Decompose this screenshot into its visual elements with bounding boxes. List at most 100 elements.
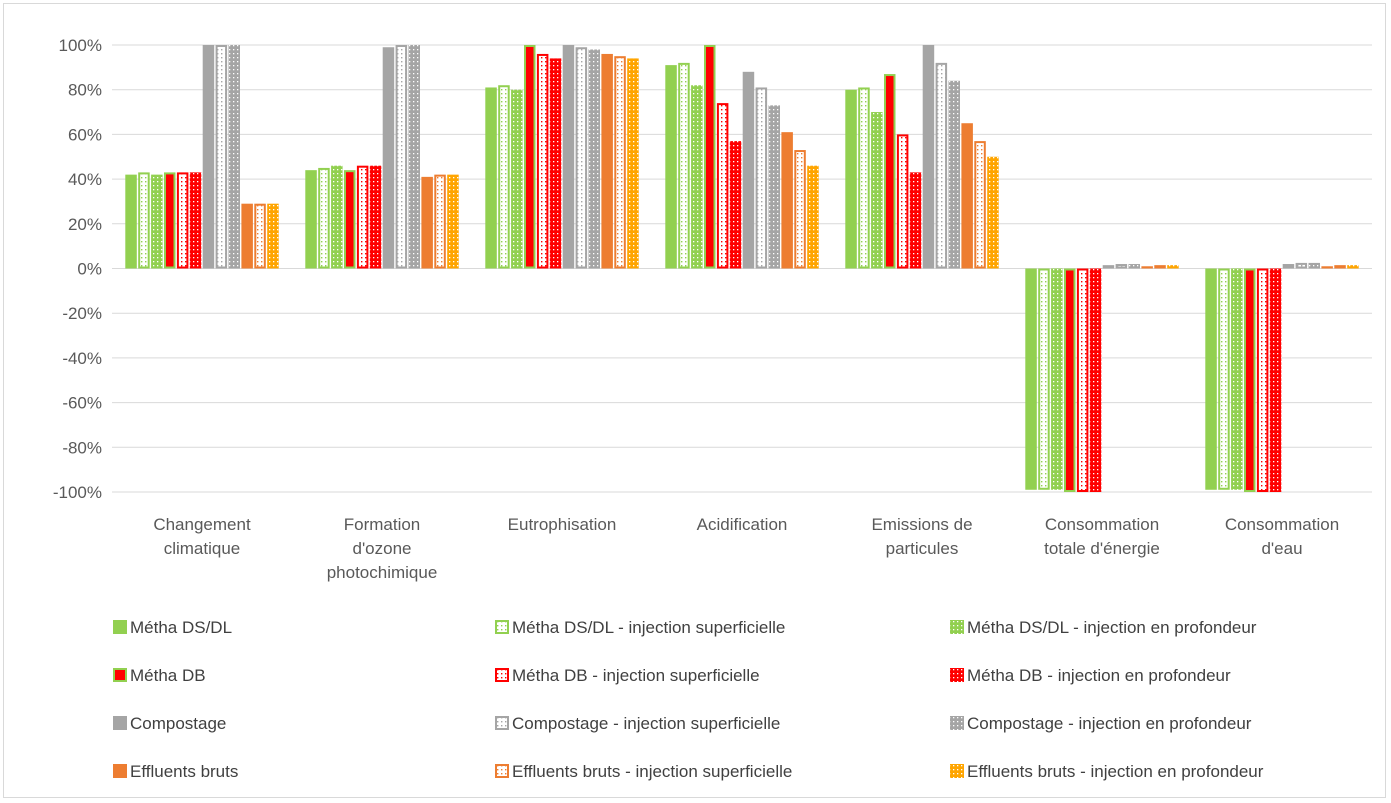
bar xyxy=(691,85,703,269)
category-label: Emissions de particules xyxy=(871,515,972,558)
bar xyxy=(356,165,369,269)
bar xyxy=(498,85,510,269)
bar xyxy=(729,141,742,269)
category-label: Consommation totale d'énergie xyxy=(1044,515,1160,558)
bar xyxy=(807,165,819,269)
legend-swatch xyxy=(495,668,509,682)
bar xyxy=(434,174,446,269)
legend-label: Effluents bruts xyxy=(130,762,238,781)
legend-swatch xyxy=(113,620,127,634)
legend-swatch xyxy=(950,716,964,730)
bar xyxy=(845,89,857,269)
bar xyxy=(768,105,780,269)
bar xyxy=(961,123,973,269)
bar xyxy=(1231,268,1243,490)
y-tick-label: 20% xyxy=(68,215,102,234)
legend-swatch xyxy=(950,620,964,634)
bar xyxy=(1154,265,1166,269)
category-label: Changement climatique xyxy=(153,515,251,558)
bar xyxy=(858,87,870,269)
category-label: Formation d'ozone photochimique xyxy=(327,515,438,582)
bar xyxy=(1115,264,1128,269)
bar xyxy=(267,203,279,269)
bar xyxy=(909,172,922,269)
bar xyxy=(344,170,356,269)
bar xyxy=(678,62,690,269)
bar xyxy=(318,167,330,269)
bar xyxy=(922,45,935,269)
legend-label: Métha DB xyxy=(130,666,206,685)
bar xyxy=(1064,268,1076,492)
bars xyxy=(125,45,1359,492)
bar xyxy=(755,87,768,269)
bar xyxy=(1089,268,1102,492)
y-tick-label: -80% xyxy=(62,438,102,457)
bar xyxy=(369,165,382,269)
x-axis: Changement climatique Formation d'ozone phot… xyxy=(153,515,1339,582)
legend-swatch xyxy=(495,764,509,778)
bar xyxy=(1076,268,1089,492)
y-tick-label: 100% xyxy=(59,36,102,55)
y-axis: 100% 80% 60% 40% 20% 0% -20% -40% -60% -80% -100% xyxy=(53,36,102,502)
bar xyxy=(884,74,896,269)
legend: Métha DS/DL Métha DS/DL - injection super… xyxy=(113,618,1264,781)
bar xyxy=(1269,268,1282,492)
legend-swatch xyxy=(950,764,964,778)
bar xyxy=(1167,265,1179,269)
bar xyxy=(704,45,716,269)
bar xyxy=(987,156,999,269)
bar xyxy=(1102,265,1115,269)
bar xyxy=(1347,265,1359,269)
legend-swatch xyxy=(495,716,509,730)
bar xyxy=(1128,264,1140,269)
bar xyxy=(202,45,215,269)
bar xyxy=(447,174,459,269)
bar xyxy=(1038,268,1050,490)
bar xyxy=(382,47,395,269)
legend-swatch xyxy=(113,716,127,730)
bar xyxy=(716,103,729,269)
bar xyxy=(305,170,317,269)
y-tick-label: 0% xyxy=(77,260,102,279)
bar xyxy=(665,65,677,269)
bar xyxy=(164,172,176,269)
bar xyxy=(549,58,562,269)
legend-label: Métha DS/DL - injection superficielle xyxy=(512,618,785,637)
legend-label: Métha DS/DL xyxy=(130,618,232,637)
legend-label: Compostage - injection en profondeur xyxy=(967,714,1252,733)
bar xyxy=(1256,268,1269,492)
legend-label: Effluents bruts - injection en profondeu… xyxy=(967,762,1264,781)
bar xyxy=(138,172,150,269)
y-tick-label: -100% xyxy=(53,483,102,502)
bar xyxy=(408,45,420,269)
bar xyxy=(1205,268,1217,490)
y-tick-label: 60% xyxy=(68,125,102,144)
bar xyxy=(627,58,639,269)
bar xyxy=(794,150,806,269)
y-tick-label: 80% xyxy=(68,81,102,100)
bar xyxy=(575,47,588,269)
bar xyxy=(601,53,613,269)
bar xyxy=(1334,265,1346,269)
y-tick-label: 40% xyxy=(68,170,102,189)
bar xyxy=(176,172,189,269)
bar xyxy=(511,89,523,269)
bar xyxy=(562,45,575,269)
bar xyxy=(421,176,433,269)
bar xyxy=(1051,268,1063,490)
bar xyxy=(948,80,960,269)
bar xyxy=(1321,266,1333,269)
bar xyxy=(395,45,408,269)
grid-lines xyxy=(112,44,1372,493)
bar xyxy=(1218,268,1230,490)
legend-label: Métha DB - injection en profondeur xyxy=(967,666,1231,685)
bar xyxy=(1282,264,1295,269)
bar xyxy=(1308,262,1320,269)
legend-swatch xyxy=(495,620,509,634)
bar xyxy=(524,45,536,269)
legend-label: Compostage xyxy=(130,714,226,733)
bar xyxy=(228,45,240,269)
y-tick-label: -20% xyxy=(62,304,102,323)
legend-swatch xyxy=(950,668,964,682)
